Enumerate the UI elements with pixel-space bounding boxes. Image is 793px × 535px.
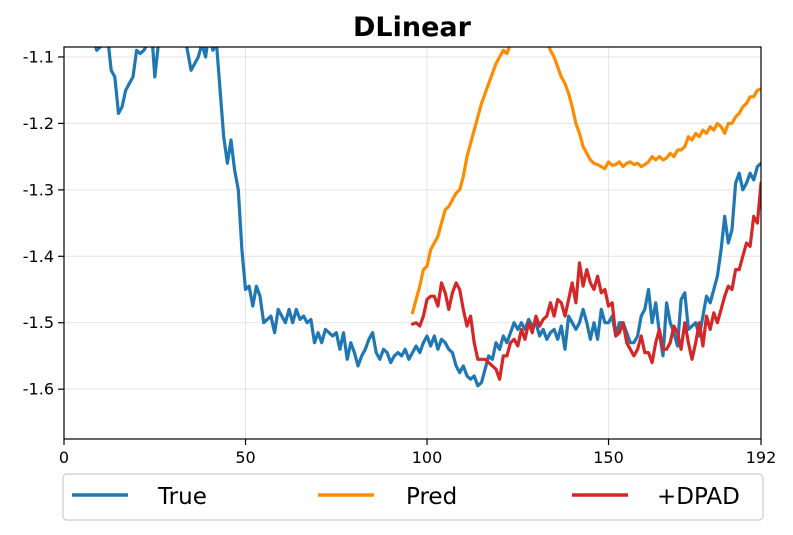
y-tick-label: -1.4 [23,247,54,266]
y-tick-label: -1.3 [23,180,54,199]
plot-area [94,47,761,388]
x-tick-label: 100 [412,448,443,467]
y-axis: -1.1 -1.2 -1.3 -1.4 -1.5 -1.6 [23,47,64,399]
x-axis: 0 50 100 150 192 [59,439,776,467]
x-tick-label: 0 [59,448,69,467]
series-line-true [94,47,761,388]
series-line-dpad [410,181,761,381]
series-line-pred [410,47,761,315]
x-tick-label: 192 [746,448,777,467]
x-tick-label: 50 [235,448,255,467]
legend-label-dpad: +DPAD [657,484,740,510]
y-tick-label: -1.5 [23,313,54,332]
legend-frame [62,473,764,521]
grid [63,47,762,439]
y-tick-label: -1.6 [23,380,54,399]
y-tick-label: -1.1 [23,47,54,66]
legend: True Pred +DPAD [62,473,764,521]
legend-label-pred: Pred [406,484,457,510]
y-tick-label: -1.2 [23,114,54,133]
x-tick-label: 150 [593,448,624,467]
legend-label-true: True [157,484,207,510]
series-group [94,47,761,388]
chart-title: DLinear [353,12,472,43]
axes-frame [63,46,762,440]
